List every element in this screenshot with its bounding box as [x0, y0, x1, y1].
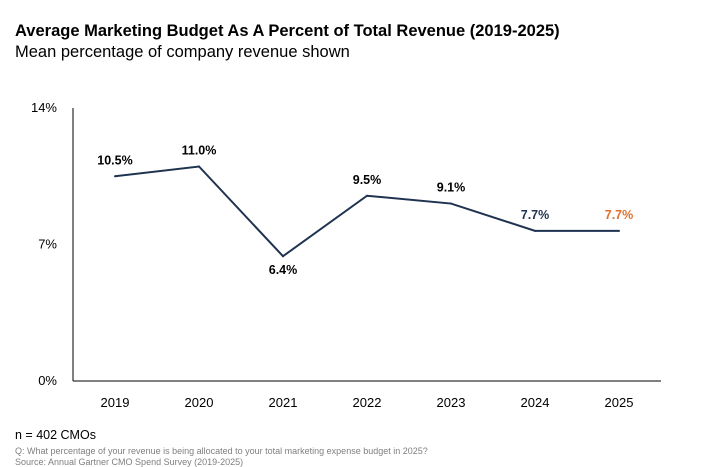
data-label: 10.5% — [97, 153, 132, 167]
x-tick-label: 2024 — [521, 395, 550, 410]
source-note: Source: Annual Gartner CMO Spend Survey … — [15, 457, 244, 467]
data-label: 7.7% — [521, 208, 550, 222]
chart-subtitle: Mean percentage of company revenue shown — [15, 43, 350, 61]
x-tick-label: 2019 — [101, 395, 130, 410]
x-tick-label: 2021 — [269, 395, 298, 410]
data-point — [198, 165, 200, 168]
y-tick-label: 0% — [38, 373, 57, 388]
x-tick-label: 2025 — [605, 395, 634, 410]
data-label: 11.0% — [182, 144, 217, 158]
data-point — [114, 175, 116, 178]
data-label: 7.7% — [605, 208, 634, 222]
data-point — [450, 202, 452, 205]
chart-title: Average Marketing Budget As A Percent of… — [15, 22, 560, 40]
x-tick-label: 2022 — [353, 395, 382, 410]
data-point — [366, 194, 368, 197]
survey-question-note: Q: What percentage of your revenue is be… — [15, 446, 428, 456]
data-label: 9.1% — [437, 181, 466, 195]
data-label: 9.5% — [353, 173, 382, 187]
y-tick-label: 14% — [31, 100, 57, 115]
data-point — [618, 229, 620, 232]
sample-size-note: n = 402 CMOs — [15, 428, 96, 442]
data-point — [534, 229, 536, 232]
x-tick-label: 2023 — [437, 395, 466, 410]
y-tick-label: 7% — [38, 237, 57, 252]
x-tick-label: 2020 — [185, 395, 214, 410]
data-label: 6.4% — [269, 263, 298, 277]
data-point — [282, 255, 284, 258]
